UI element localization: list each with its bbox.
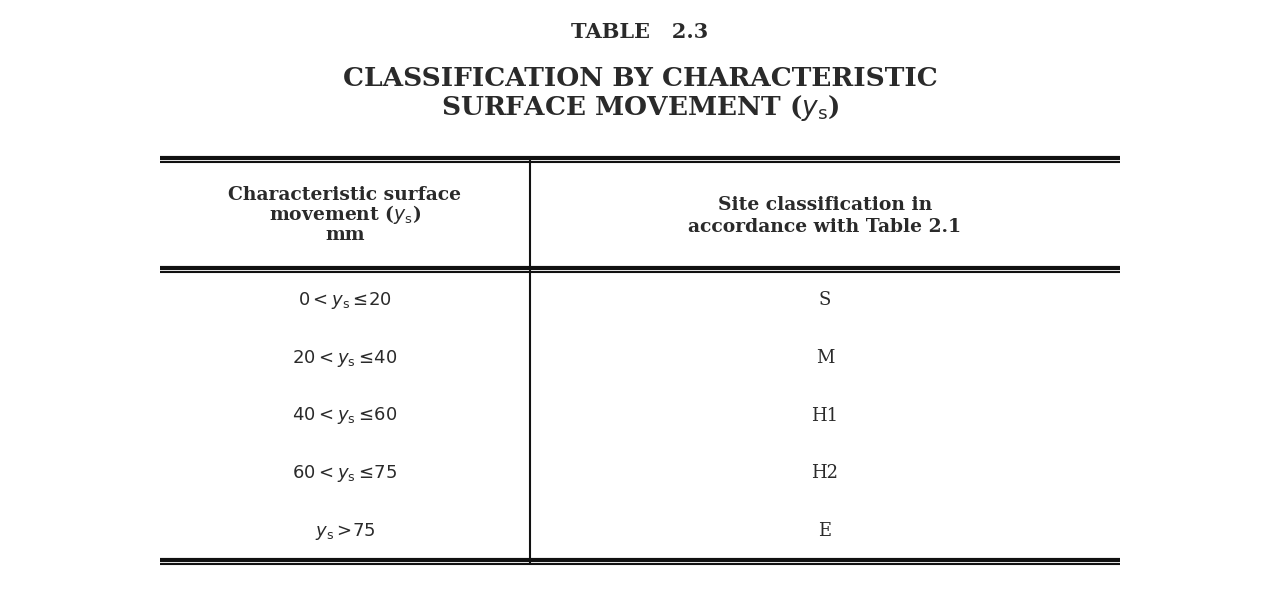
Text: CLASSIFICATION BY CHARACTERISTIC: CLASSIFICATION BY CHARACTERISTIC [343,66,937,90]
Text: mm: mm [325,226,365,244]
Text: accordance with Table 2.1: accordance with Table 2.1 [689,218,961,236]
Text: TABLE   2.3: TABLE 2.3 [571,22,709,42]
Text: S: S [819,291,831,309]
Text: Characteristic surface: Characteristic surface [229,186,462,204]
Text: SURFACE MOVEMENT ($\mathit{y}_\mathrm{s}$): SURFACE MOVEMENT ($\mathit{y}_\mathrm{s}… [440,93,840,123]
Text: movement ($\mathit{y}_\mathrm{s}$): movement ($\mathit{y}_\mathrm{s}$) [269,203,421,226]
Text: $20 < \mathit{y}_\mathrm{s} \leq\!40$: $20 < \mathit{y}_\mathrm{s} \leq\!40$ [292,347,398,368]
Text: $\mathit{y}_\mathrm{s} >\!75$: $\mathit{y}_\mathrm{s} >\!75$ [315,520,375,541]
Text: $0 < \mathit{y}_\mathrm{s} \leq\!20$: $0 < \mathit{y}_\mathrm{s} \leq\!20$ [298,290,392,311]
Text: Site classification in: Site classification in [718,196,932,213]
Text: $40 < \mathit{y}_\mathrm{s} \leq\!60$: $40 < \mathit{y}_\mathrm{s} \leq\!60$ [292,405,398,426]
Text: H1: H1 [812,407,838,425]
Text: $60 < \mathit{y}_\mathrm{s} \leq\!75$: $60 < \mathit{y}_\mathrm{s} \leq\!75$ [292,463,398,484]
Text: E: E [818,522,832,540]
Text: H2: H2 [812,464,838,482]
Text: M: M [815,349,835,367]
